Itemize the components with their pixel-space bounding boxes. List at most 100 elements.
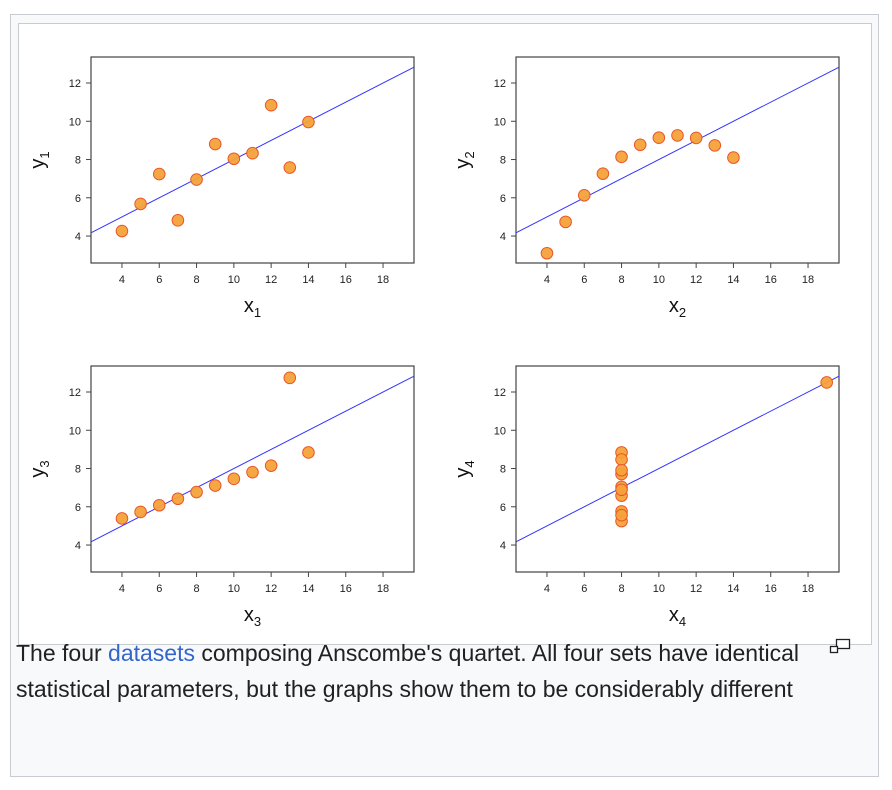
x-tick-label: 18: [377, 274, 389, 286]
data-point: [227, 152, 241, 166]
y-tick-label: 4: [75, 231, 81, 243]
data-point: [208, 479, 222, 492]
plot-frame: [515, 56, 840, 264]
data-point: [708, 139, 722, 152]
data-point: [264, 459, 278, 472]
data-point: [615, 508, 628, 522]
x-axis-title: x4: [669, 604, 686, 629]
plot-frame: [90, 56, 415, 264]
figure-thumbnail: 4 6 8 10 12 14 16 18 4 6 8 10 12 x1 y1 4 6 8 10 12 14 16 18 4 6 8…: [10, 14, 879, 777]
data-point: [264, 98, 278, 112]
x-tick-label: 14: [302, 583, 314, 595]
data-point: [171, 492, 185, 506]
y-tick-label: 4: [75, 540, 81, 552]
data-point: [246, 146, 259, 160]
figure-image[interactable]: 4 6 8 10 12 14 16 18 4 6 8 10 12 x1 y1 4 6 8 10 12 14 16 18 4 6 8…: [18, 23, 872, 645]
y-tick-label: 12: [494, 387, 506, 399]
x-tick-label: 6: [581, 274, 587, 286]
data-point: [283, 371, 297, 385]
x-tick-label: 8: [618, 274, 624, 286]
x-tick-label: 6: [156, 274, 162, 286]
enlarge-icon[interactable]: [829, 638, 851, 654]
data-point: [283, 161, 297, 174]
x-tick-label: 18: [802, 274, 814, 286]
x-tick-label: 4: [119, 583, 125, 595]
x-tick-label: 8: [618, 583, 624, 595]
y-tick-label: 8: [500, 464, 506, 476]
x-axis-title: x1: [244, 295, 261, 320]
x-tick-label: 10: [653, 583, 665, 595]
y-tick-label: 6: [75, 193, 81, 205]
data-point: [615, 483, 628, 497]
data-point: [227, 472, 241, 486]
x-tick-label: 4: [544, 274, 550, 286]
y-tick-label: 10: [69, 116, 81, 128]
x-tick-label: 10: [228, 274, 240, 286]
data-point: [152, 498, 166, 512]
data-point: [559, 215, 572, 229]
x-tick-label: 16: [765, 274, 777, 286]
data-point: [727, 151, 740, 164]
y-axis-title: y2: [452, 151, 477, 168]
data-point: [615, 453, 628, 466]
data-point: [134, 505, 147, 519]
y-tick-label: 12: [69, 387, 81, 399]
datasets-link[interactable]: datasets: [108, 640, 195, 666]
y-tick-label: 10: [494, 425, 506, 437]
data-point: [820, 376, 833, 389]
x-tick-label: 10: [653, 274, 665, 286]
x-tick-label: 12: [690, 274, 702, 286]
x-tick-label: 6: [156, 583, 162, 595]
x-tick-label: 12: [265, 274, 277, 286]
data-point: [671, 129, 684, 142]
y-axis-title: y3: [27, 460, 52, 477]
x-tick-label: 14: [302, 274, 314, 286]
y-tick-label: 8: [500, 155, 506, 167]
data-point: [689, 131, 703, 145]
y-axis-title: y4: [452, 460, 477, 477]
y-axis-title: y1: [27, 151, 52, 168]
data-point: [302, 115, 315, 129]
x-tick-label: 18: [377, 583, 389, 595]
regression-line: [516, 66, 839, 234]
x-tick-label: 14: [727, 583, 739, 595]
y-tick-label: 12: [494, 78, 506, 90]
x-tick-label: 10: [228, 583, 240, 595]
data-point: [115, 224, 129, 238]
x-tick-label: 16: [340, 274, 352, 286]
y-tick-label: 6: [75, 502, 81, 514]
y-tick-label: 8: [75, 464, 81, 476]
y-tick-label: 4: [500, 540, 506, 552]
x-tick-label: 12: [690, 583, 702, 595]
data-point: [134, 197, 147, 211]
y-tick-label: 6: [500, 502, 506, 514]
data-point: [190, 173, 203, 186]
data-point: [190, 485, 203, 499]
y-tick-label: 4: [500, 231, 506, 243]
figure-caption: The four datasets composing Anscombe's q…: [16, 635, 816, 707]
data-point: [540, 246, 554, 260]
data-point: [577, 188, 591, 202]
x-tick-label: 8: [193, 583, 199, 595]
y-tick-label: 8: [75, 155, 81, 167]
data-point: [115, 512, 129, 525]
y-tick-label: 12: [69, 78, 81, 90]
x-tick-label: 6: [581, 583, 587, 595]
caption-text-after: composing Anscombe's quartet. All four s…: [16, 640, 799, 702]
x-tick-label: 8: [193, 274, 199, 286]
data-point: [171, 214, 185, 227]
x-tick-label: 4: [544, 583, 550, 595]
data-point: [208, 137, 222, 151]
scatter-panel-3: 4 6 8 10 12 14 16 18 4 6 8 10 12 x3 y3: [27, 365, 415, 629]
data-point: [615, 150, 628, 164]
x-tick-label: 4: [119, 274, 125, 286]
data-point: [633, 138, 647, 152]
data-point: [246, 465, 259, 479]
caption-text-before: The four: [16, 640, 109, 666]
x-tick-label: 16: [340, 583, 352, 595]
regression-line: [516, 375, 839, 543]
y-tick-label: 6: [500, 193, 506, 205]
plot-frame: [515, 365, 840, 573]
data-point: [152, 167, 166, 181]
data-point: [652, 131, 666, 145]
